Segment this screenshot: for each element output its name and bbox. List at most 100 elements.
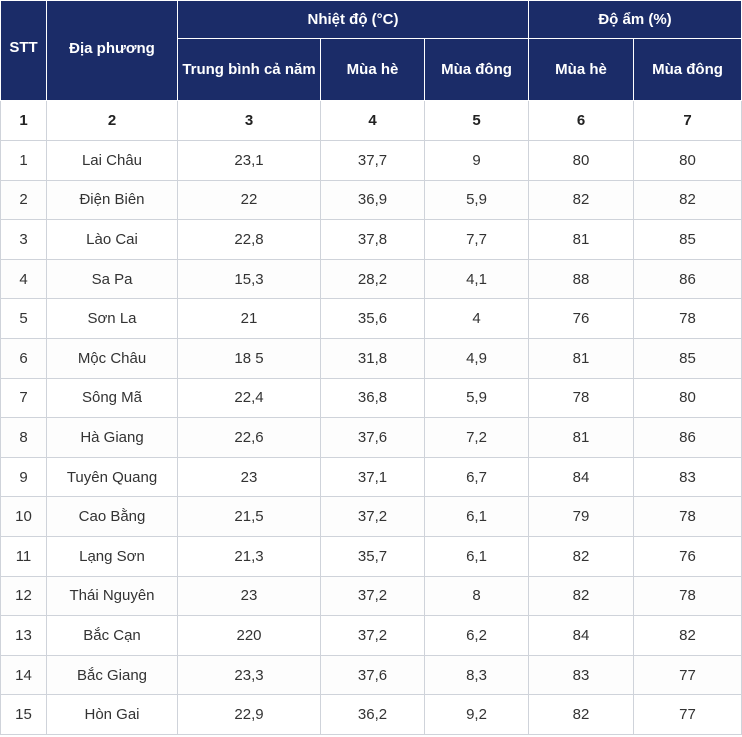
cell-temp-summer: 31,8 (320, 337, 425, 379)
table-row: 5 Sơn La 21 35,6 4 76 78 (0, 298, 742, 339)
cell-stt: 6 (0, 337, 47, 379)
cell-hum-summer: 82 (528, 575, 635, 617)
cell-temp-winter: 5,9 (423, 377, 530, 419)
table-row: 8 Hà Giang 22,6 37,6 7,2 81 86 (0, 417, 742, 458)
cell-place: Sa Pa (46, 258, 178, 300)
table-row: 10 Cao Bằng 21,5 37,2 6,1 79 78 (0, 496, 742, 537)
cell-temp-annual-avg: 22 (177, 179, 321, 221)
cell-temp-summer: 36,2 (320, 694, 425, 735)
table-row: 14 Bắc Giang 23,3 37,6 8,3 83 77 (0, 654, 742, 696)
cell-hum-summer: 78 (528, 377, 635, 419)
cell-hum-winter: 77 (633, 694, 742, 735)
cell-stt: 4 (0, 258, 47, 300)
cell-hum-summer: 82 (528, 179, 635, 221)
table-row: 9 Tuyên Quang 23 37,1 6,7 84 83 (0, 456, 742, 498)
cell-hum-summer: 81 (528, 337, 635, 379)
cell-temp-summer: 35,7 (320, 535, 425, 577)
cell-hum-summer: 82 (528, 535, 635, 577)
cell-temp-annual-avg: 23,1 (177, 140, 321, 181)
table-row: 4 Sa Pa 15,3 28,2 4,1 88 86 (0, 258, 742, 300)
cell-temp-annual-avg: 21,3 (177, 535, 321, 577)
cell-temp-annual-avg: 23,3 (177, 654, 321, 696)
cell-temp-winter: 4,9 (423, 337, 530, 379)
cell-stt: 9 (0, 456, 47, 498)
cell-place: Lạng Sơn (46, 535, 178, 577)
column-number: 6 (528, 100, 635, 141)
column-number: 5 (423, 100, 530, 141)
cell-stt: 12 (0, 575, 47, 617)
column-number: 2 (46, 100, 178, 141)
column-number: 7 (633, 100, 742, 141)
cell-hum-summer: 82 (528, 694, 635, 735)
header-place: Địa phương (46, 0, 178, 101)
header-hum-summer: Mùa hè (528, 38, 635, 101)
header-stt: STT (0, 0, 47, 101)
cell-hum-winter: 78 (633, 496, 742, 537)
column-number-row: 1 2 3 4 5 6 7 (0, 100, 742, 141)
cell-place: Lào Cai (46, 219, 178, 260)
cell-hum-summer: 81 (528, 219, 635, 260)
cell-temp-summer: 37,2 (320, 496, 425, 537)
cell-place: Hòn Gai (46, 694, 178, 735)
table-header: STT Địa phương Nhiệt độ (°C) Độ ẩm (%) T… (0, 0, 742, 101)
cell-hum-winter: 76 (633, 535, 742, 577)
cell-temp-annual-avg: 22,9 (177, 694, 321, 735)
cell-temp-winter: 6,1 (423, 535, 530, 577)
header-humidity-group: Độ ẩm (%) (528, 0, 742, 39)
cell-hum-summer: 83 (528, 654, 635, 696)
cell-temp-annual-avg: 220 (177, 615, 321, 656)
cell-temp-summer: 37,6 (320, 654, 425, 696)
cell-place: Bắc Cạn (46, 615, 178, 656)
cell-temp-summer: 37,1 (320, 456, 425, 498)
table-row: 1 Lai Châu 23,1 37,7 9 80 80 (0, 140, 742, 181)
cell-hum-winter: 82 (633, 179, 742, 221)
cell-place: Mộc Châu (46, 337, 178, 379)
cell-place: Thái Nguyên (46, 575, 178, 617)
cell-hum-winter: 86 (633, 417, 742, 458)
cell-place: Sông Mã (46, 377, 178, 419)
column-number: 1 (0, 100, 47, 141)
header-temp-summer: Mùa hè (320, 38, 425, 101)
cell-hum-winter: 80 (633, 377, 742, 419)
cell-hum-winter: 77 (633, 654, 742, 696)
table-row: 3 Lào Cai 22,8 37,8 7,7 81 85 (0, 219, 742, 260)
cell-hum-winter: 82 (633, 615, 742, 656)
cell-temp-annual-avg: 23 (177, 575, 321, 617)
column-number: 4 (320, 100, 425, 141)
cell-place: Bắc Giang (46, 654, 178, 696)
cell-hum-summer: 76 (528, 298, 635, 339)
cell-stt: 11 (0, 535, 47, 577)
table-row: 7 Sông Mã 22,4 36,8 5,9 78 80 (0, 377, 742, 419)
cell-stt: 3 (0, 219, 47, 260)
cell-hum-summer: 79 (528, 496, 635, 537)
cell-stt: 14 (0, 654, 47, 696)
cell-stt: 7 (0, 377, 47, 419)
cell-temp-summer: 35,6 (320, 298, 425, 339)
cell-temp-summer: 37,7 (320, 140, 425, 181)
table-row: 2 Điện Biên 22 36,9 5,9 82 82 (0, 179, 742, 221)
cell-temp-winter: 6,1 (423, 496, 530, 537)
cell-place: Điện Biên (46, 179, 178, 221)
cell-hum-winter: 85 (633, 219, 742, 260)
cell-temp-annual-avg: 22,4 (177, 377, 321, 419)
column-number: 3 (177, 100, 321, 141)
cell-temp-winter: 6,2 (423, 615, 530, 656)
cell-place: Sơn La (46, 298, 178, 339)
cell-stt: 15 (0, 694, 47, 735)
header-temp-annual-avg: Trung bình cả năm (177, 38, 321, 101)
cell-temp-summer: 37,6 (320, 417, 425, 458)
cell-temp-winter: 8 (423, 575, 530, 617)
cell-stt: 5 (0, 298, 47, 339)
cell-temp-annual-avg: 21 (177, 298, 321, 339)
cell-stt: 10 (0, 496, 47, 537)
table-row: 13 Bắc Cạn 220 37,2 6,2 84 82 (0, 615, 742, 656)
cell-temp-winter: 9 (423, 140, 530, 181)
table-body: 1 2 3 4 5 6 7 1 Lai Châu 23,1 37,7 9 80 80 2 Điệ… (0, 100, 742, 735)
cell-temp-summer: 28,2 (320, 258, 425, 300)
cell-temp-winter: 5,9 (423, 179, 530, 221)
cell-temp-annual-avg: 22,6 (177, 417, 321, 458)
header-temperature-group: Nhiệt độ (°C) (176, 0, 530, 39)
cell-place: Tuyên Quang (46, 456, 178, 498)
cell-temp-winter: 9,2 (423, 694, 530, 735)
cell-hum-summer: 84 (528, 456, 635, 498)
